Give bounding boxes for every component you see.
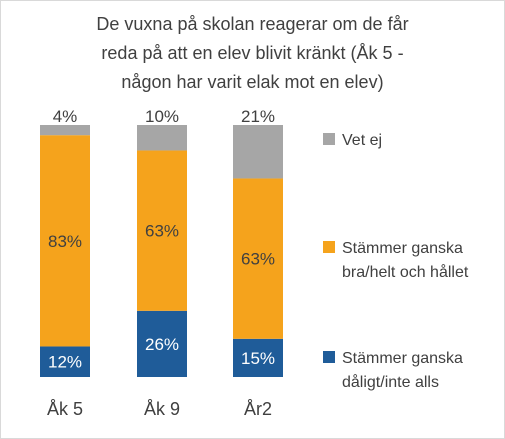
bar-segment-1-3 (233, 338, 283, 377)
bar-segment-3-1 (40, 125, 90, 136)
legend-swatch-2 (323, 241, 335, 253)
legend-label-line: Vet ej (342, 132, 383, 149)
bar-segment-1-1 (40, 346, 90, 377)
legend-label-3: Stämmer ganska dåligt/inte alls (342, 347, 502, 395)
data-label-3-3: 21% (241, 107, 275, 126)
bar-segment-3-3 (233, 125, 283, 179)
bar-segment-2-2 (137, 150, 187, 311)
chart-title-line-2: reda på att en elev blivit kränkt (Åk 5 … (101, 43, 404, 63)
chart-title-line-1: De vuxna på skolan reagerar om de får (96, 14, 409, 34)
bar-segment-2-1 (40, 135, 90, 347)
bar-segment-3-2 (137, 125, 187, 151)
data-label-2-1: 83% (48, 232, 82, 251)
data-label-2-3: 63% (241, 250, 275, 269)
legend-label-2: Stämmer ganska bra/helt och hållet (342, 237, 502, 285)
legend-swatch-1 (323, 133, 335, 145)
data-label-3-2: 10% (145, 107, 179, 126)
bar-segment-1-2 (137, 310, 187, 377)
legend-label-line: Stämmer ganska (342, 240, 463, 257)
x-tick-label-2: Åk 9 (144, 399, 180, 419)
data-label-1-3: 15% (241, 349, 275, 368)
x-tick-label-1: Åk 5 (47, 399, 83, 419)
x-tick-label-3: År2 (244, 399, 272, 419)
data-label-3-1: 4% (53, 107, 78, 126)
legend-label-line: dåligt/inte alls (342, 374, 439, 391)
legend-label-line: Stämmer ganska (342, 350, 463, 367)
bar-segment-2-3 (233, 178, 283, 339)
legend-swatch-3 (323, 351, 335, 363)
chart-title: De vuxna på skolan reagerar om de får re… (20, 10, 485, 97)
data-label-2-2: 63% (145, 222, 179, 241)
data-label-1-2: 26% (145, 335, 179, 354)
data-label-1-1: 12% (48, 353, 82, 372)
legend-label-1: Vet ej (342, 129, 502, 153)
chart-title-line-3: någon har varit elak mot en elev) (121, 72, 384, 92)
legend-label-line: bra/helt och hållet (342, 264, 469, 281)
